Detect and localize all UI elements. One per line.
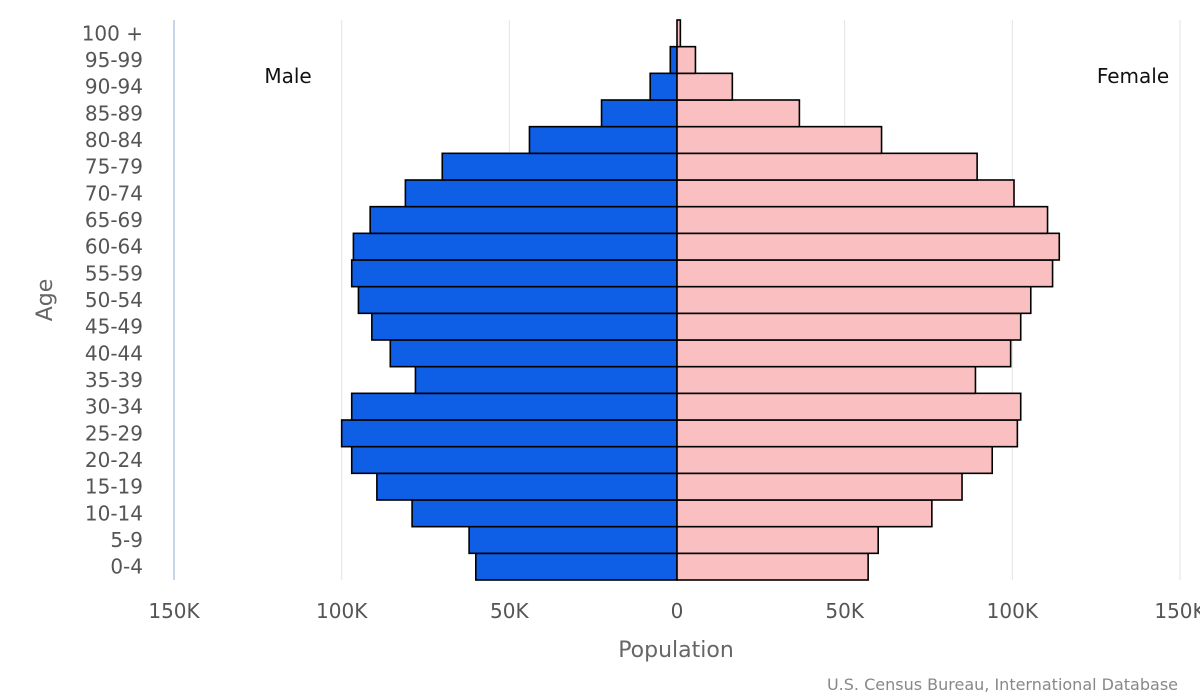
- y-tick-label: 70-74: [85, 181, 143, 205]
- bar-female-100plus[interactable]: [676, 19, 682, 48]
- bar-female-25-29[interactable]: [676, 419, 1019, 448]
- bar-male-15-19[interactable]: [376, 472, 678, 501]
- bar-male-30-34[interactable]: [350, 392, 678, 421]
- bar-female-40-44[interactable]: [676, 339, 1012, 368]
- y-tick-label: 15-19: [85, 475, 143, 499]
- bar-female-0-4[interactable]: [676, 552, 869, 581]
- bar-female-30-34[interactable]: [676, 392, 1022, 421]
- bar-male-85-89[interactable]: [600, 99, 678, 128]
- y-tick-label: 50-54: [85, 288, 143, 312]
- y-tick-label: 20-24: [85, 448, 143, 472]
- bar-male-50-54[interactable]: [357, 285, 678, 315]
- y-tick-label: 10-14: [85, 501, 143, 525]
- y-axis-title: Age: [33, 279, 58, 322]
- y-tick-label: 55-59: [85, 261, 143, 285]
- y-tick-label: 95-99: [85, 48, 143, 72]
- bar-male-35-39[interactable]: [414, 365, 678, 395]
- bar-female-85-89[interactable]: [676, 99, 801, 128]
- y-tick-label: 0-4: [110, 555, 143, 579]
- bar-male-20-24[interactable]: [350, 445, 678, 475]
- y-tick-label: 5-9: [110, 528, 143, 552]
- bar-male-70-74[interactable]: [404, 179, 678, 208]
- bar-female-35-39[interactable]: [676, 365, 977, 395]
- y-tick-label: 90-94: [85, 75, 143, 99]
- y-tick-label: 100 +: [82, 21, 143, 45]
- bar-male-10-14[interactable]: [411, 499, 678, 528]
- x-tick-label: 100K: [316, 599, 368, 623]
- x-tick-label: 50K: [825, 599, 864, 623]
- bar-female-50-54[interactable]: [676, 285, 1032, 315]
- y-tick-label: 45-49: [85, 315, 143, 339]
- bar-female-65-69[interactable]: [676, 205, 1049, 235]
- bar-male-40-44[interactable]: [389, 339, 678, 368]
- x-tick-label: 50K: [490, 599, 529, 623]
- bar-female-95-99[interactable]: [676, 45, 697, 75]
- bar-male-90-94[interactable]: [649, 72, 678, 101]
- bar-male-65-69[interactable]: [369, 205, 678, 235]
- y-tick-label: 30-34: [85, 395, 143, 419]
- female-label: Female: [1097, 64, 1169, 88]
- x-tick-label: 150K: [148, 599, 200, 623]
- bar-male-95-99[interactable]: [669, 45, 678, 75]
- bar-female-70-74[interactable]: [676, 179, 1015, 208]
- x-tick-label: 0: [671, 599, 684, 623]
- source-credit: U.S. Census Bureau, International Databa…: [827, 675, 1178, 694]
- bar-male-45-49[interactable]: [371, 312, 678, 341]
- bar-female-5-9[interactable]: [676, 525, 879, 555]
- y-tick-label: 60-64: [85, 235, 143, 259]
- bar-female-55-59[interactable]: [676, 259, 1054, 288]
- bar-male-60-64[interactable]: [352, 232, 678, 261]
- x-axis-tick-labels: 150K 100K 50K 0 50K 100K 150K: [148, 599, 1200, 623]
- y-tick-label: 35-39: [85, 368, 143, 392]
- bar-male-0-4[interactable]: [474, 552, 678, 581]
- bar-female-10-14[interactable]: [676, 499, 933, 528]
- x-tick-label: 150K: [1154, 599, 1200, 623]
- bar-male-5-9[interactable]: [468, 525, 678, 555]
- y-tick-label: 40-44: [85, 341, 143, 365]
- bar-female-90-94[interactable]: [676, 72, 734, 101]
- bar-male-80-84[interactable]: [528, 125, 678, 155]
- y-tick-label: 80-84: [85, 128, 143, 152]
- bar-male-75-79[interactable]: [441, 152, 678, 181]
- bar-female-45-49[interactable]: [676, 312, 1022, 341]
- y-tick-label: 65-69: [85, 208, 143, 232]
- bar-male-55-59[interactable]: [350, 259, 678, 288]
- bar-female-75-79[interactable]: [676, 152, 978, 181]
- bars: [340, 19, 1061, 581]
- y-tick-label: 25-29: [85, 421, 143, 445]
- bar-male-25-29[interactable]: [340, 419, 678, 448]
- y-tick-label: 85-89: [85, 101, 143, 125]
- x-tick-label: 100K: [987, 599, 1039, 623]
- x-axis-title: Population: [618, 638, 734, 663]
- bar-female-80-84[interactable]: [676, 125, 883, 155]
- y-tick-label: 75-79: [85, 155, 143, 179]
- bar-female-20-24[interactable]: [676, 445, 994, 475]
- bar-female-15-19[interactable]: [676, 472, 963, 501]
- bar-female-60-64[interactable]: [676, 232, 1061, 261]
- male-label: Male: [264, 64, 311, 88]
